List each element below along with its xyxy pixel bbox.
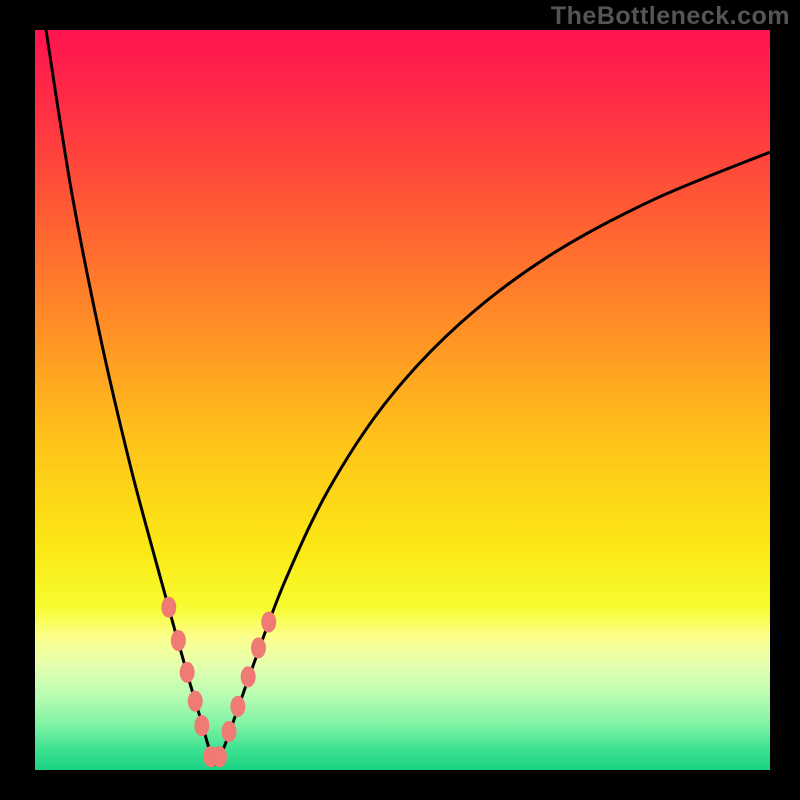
data-markers bbox=[162, 597, 276, 766]
marker bbox=[171, 631, 185, 651]
curve-right-branch bbox=[215, 152, 770, 765]
marker bbox=[188, 691, 202, 711]
marker bbox=[180, 662, 194, 682]
figure-root: TheBottleneck.com bbox=[0, 0, 800, 800]
marker bbox=[212, 747, 226, 767]
marker bbox=[222, 722, 236, 742]
curves-layer bbox=[0, 0, 800, 800]
marker bbox=[251, 638, 265, 658]
marker bbox=[231, 696, 245, 716]
marker bbox=[195, 716, 209, 736]
marker bbox=[241, 667, 255, 687]
curve-left-branch bbox=[46, 30, 215, 766]
marker bbox=[262, 612, 276, 632]
marker bbox=[162, 597, 176, 617]
